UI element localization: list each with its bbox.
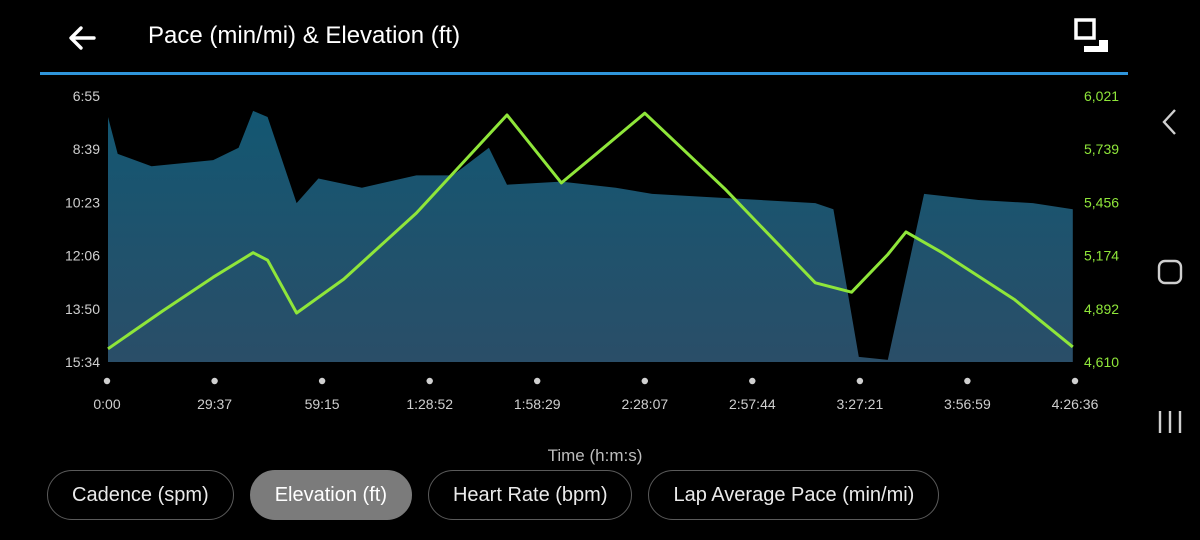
left-axis-tick-label: 10:23	[65, 194, 100, 210]
x-axis-tick-dot	[1071, 377, 1079, 385]
left-axis-tick-label: 12:06	[65, 248, 100, 264]
x-axis-tick-dot	[749, 377, 756, 385]
right-axis-tick-label: 5,174	[1084, 248, 1119, 264]
x-axis-tick-label: 3:27:21	[837, 396, 884, 412]
left-axis-tick-label: 15:34	[65, 354, 100, 370]
header-bar: Pace (min/mi) & Elevation (ft)	[0, 0, 1140, 72]
system-navigation-bar	[1140, 80, 1200, 460]
home-icon[interactable]	[1150, 252, 1190, 292]
x-axis-tick-label: 29:37	[197, 396, 232, 412]
x-axis-tick-dot	[964, 377, 971, 385]
x-axis-tick-dot	[426, 377, 433, 385]
x-axis-tick-dot	[211, 377, 218, 385]
right-axis-tick-label: 6,021	[1084, 88, 1119, 104]
left-axis-tick-label: 13:50	[65, 301, 100, 317]
page-title: Pace (min/mi) & Elevation (ft)	[148, 22, 461, 49]
header-divider	[40, 72, 1128, 75]
x-axis-title: Time (h:m:s)	[547, 446, 643, 465]
x-axis-tick-label: 4:26:36	[1052, 396, 1099, 412]
x-axis-tick-label: 2:28:07	[621, 396, 668, 412]
x-axis-tick-label: 59:15	[305, 396, 340, 412]
x-axis-tick-dot	[103, 377, 111, 385]
left-axis-tick-label: 8:39	[73, 141, 100, 157]
expand-icon[interactable]	[1072, 16, 1112, 56]
right-axis-tick-label: 4,892	[1084, 301, 1119, 317]
x-axis-tick-dot	[318, 377, 326, 385]
x-axis-tick-label: 3:56:59	[944, 396, 991, 412]
recents-icon[interactable]	[1150, 402, 1190, 442]
metric-filter-chips: Cadence (spm) Elevation (ft) Heart Rate …	[47, 470, 940, 520]
right-axis-tick-label: 5,456	[1084, 194, 1119, 210]
elevation-line	[107, 111, 1074, 351]
x-axis-tick-dot	[856, 377, 864, 385]
x-axis-tick-label: 1:28:52	[406, 396, 453, 412]
chip-cadence[interactable]: Cadence (spm)	[47, 470, 234, 520]
chip-elevation[interactable]: Elevation (ft)	[249, 470, 412, 520]
x-axis-tick-dot	[641, 377, 648, 385]
chevron-left-icon[interactable]	[1150, 102, 1190, 142]
left-axis-tick-label: 6:55	[73, 88, 100, 104]
chip-heart-rate[interactable]: Heart Rate (bpm)	[427, 470, 633, 520]
pace-area	[108, 110, 1073, 363]
x-axis-tick-dot	[534, 377, 541, 385]
right-axis-tick-label: 5,739	[1084, 141, 1119, 157]
x-axis-tick-label: 0:00	[93, 396, 120, 412]
pace-elevation-chart[interactable]: 6:55 8:39 10:23 12:06 13:50 15:34 6,021 5,739 5…	[0, 80, 1135, 440]
x-axis-tick-label: 1:58:29	[514, 396, 561, 412]
right-axis-tick-label: 4,610	[1084, 354, 1119, 370]
arrow-left-icon[interactable]	[64, 20, 100, 56]
chip-lap-average-pace[interactable]: Lap Average Pace (min/mi)	[648, 470, 940, 520]
x-axis-tick-label: 2:57:44	[729, 396, 776, 412]
